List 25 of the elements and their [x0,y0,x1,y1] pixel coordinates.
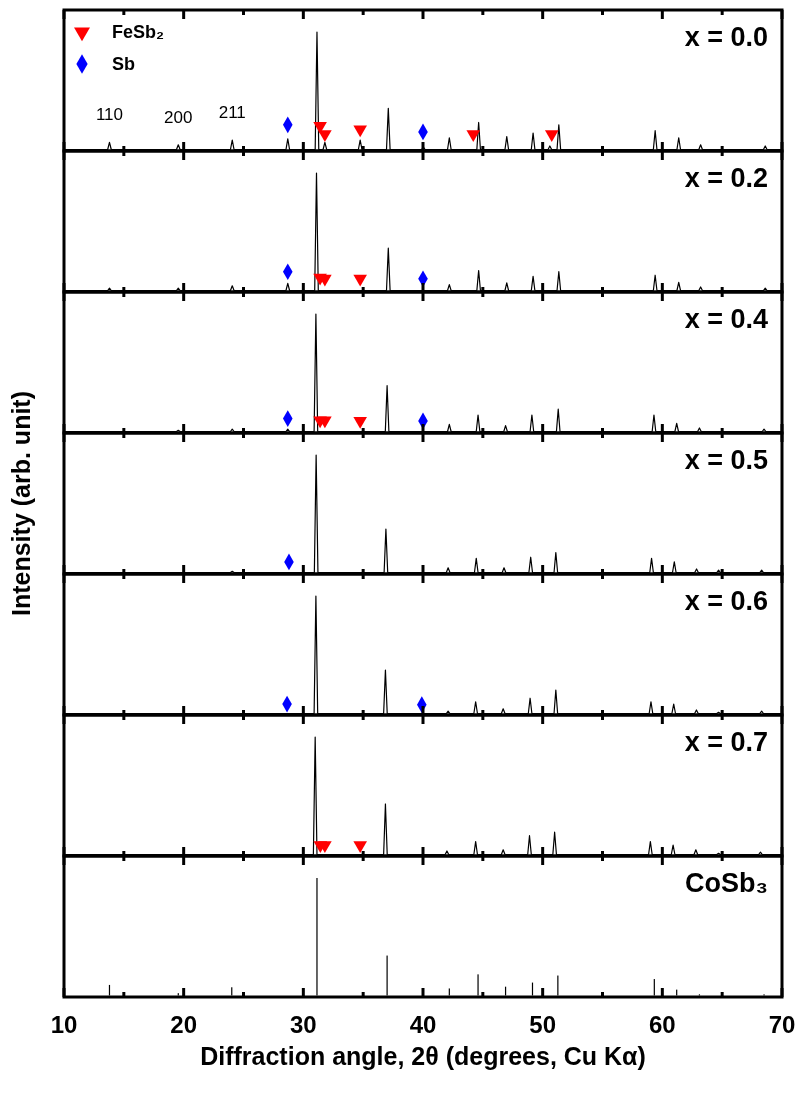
legend-label: FeSb₂ [112,22,165,42]
chart-title: CoSb₃ [685,868,768,898]
annotation: 211 [218,103,246,123]
point [544,130,559,143]
chart-title: x = 0.4 [684,304,768,334]
y-axis-title: Intensity (arb. unit) [7,391,35,616]
point [466,130,481,143]
annotation: 200 [164,107,193,127]
x-axis-title: Diffraction angle, 2θ (degrees, Cu Kα) [200,1042,646,1070]
x-tick-label: 20 [170,1011,198,1038]
point [353,125,367,138]
x-tick-label: 40 [409,1011,437,1038]
legend-label: Sb [112,54,136,74]
chart-title: x = 0.6 [684,586,768,616]
chart-title: x = 0.2 [684,163,768,193]
chart-title: x = 0.5 [684,445,768,475]
chart-title: x = 0.0 [684,22,768,52]
x-tick-label: 10 [50,1011,78,1038]
point [318,130,332,143]
x-tick-label: 60 [648,1011,676,1038]
x-tick-label: 30 [289,1011,317,1038]
chart-title: x = 0.7 [684,727,768,757]
x-tick-label: 50 [529,1011,557,1038]
annotation: 110 [95,105,124,125]
x-tick-label: 70 [768,1011,796,1038]
